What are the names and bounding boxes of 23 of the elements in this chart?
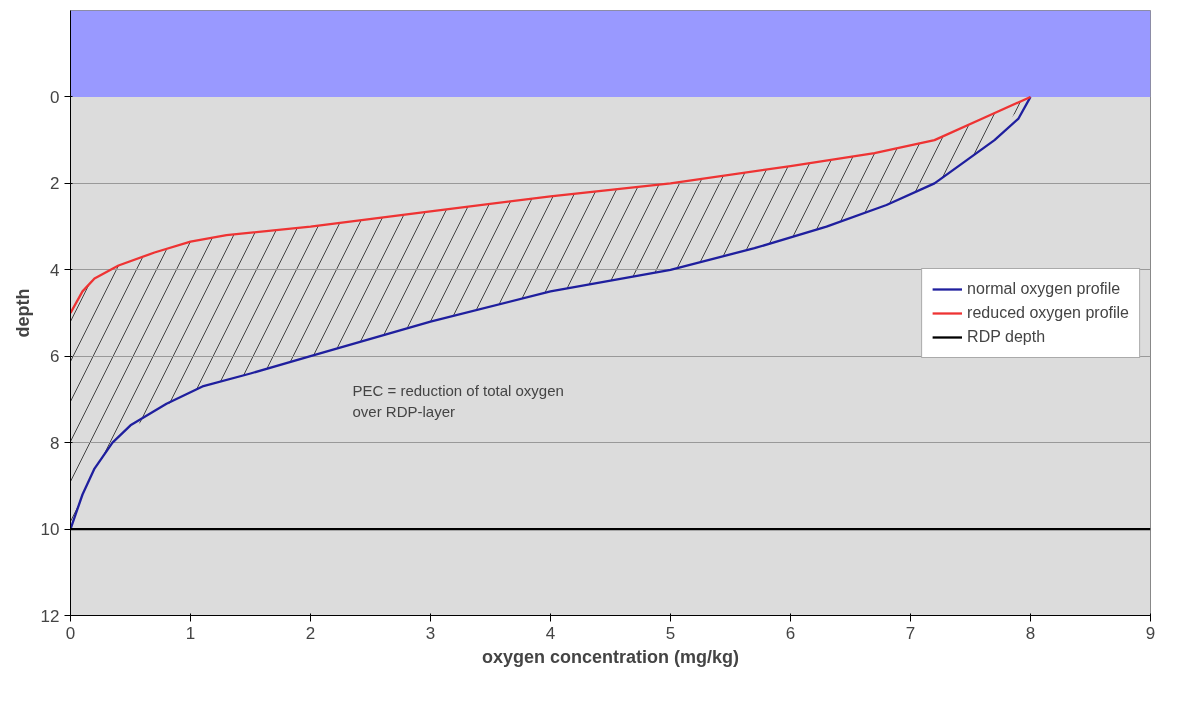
x-tick-label: 3 [425,623,436,643]
y-tick-label: 8 [50,433,60,453]
y-tick-label: 4 [50,260,60,280]
x-tick-label: 0 [65,623,76,643]
x-tick-label: 7 [905,623,916,643]
x-tick-label: 4 [545,623,556,643]
x-tick-label: 8 [1025,623,1036,643]
x-tick-label: 5 [665,623,676,643]
y-tick-label: 0 [50,87,60,107]
x-tick-label: 6 [785,623,796,643]
annotation: PEC = reduction of total oxygen over RDP-layer [352,382,564,420]
x-tick-label: 9 [1145,623,1156,643]
x-tick-label: 2 [305,623,316,643]
y-tick-label: 6 [50,347,60,367]
x-tick-label: 1 [185,623,196,643]
legend-label: normal oxygen profile [967,279,1121,298]
y-tick-label: 10 [40,520,60,540]
y-tick-label: 12 [40,606,60,626]
y-tick-label: 2 [50,174,60,194]
legend-label: RDP depth [967,327,1046,346]
y-axis-title: depth [12,288,33,338]
x-axis-title: oxygen concentration (mg/kg) [481,646,740,667]
legend-label: reduced oxygen profile [967,303,1129,322]
